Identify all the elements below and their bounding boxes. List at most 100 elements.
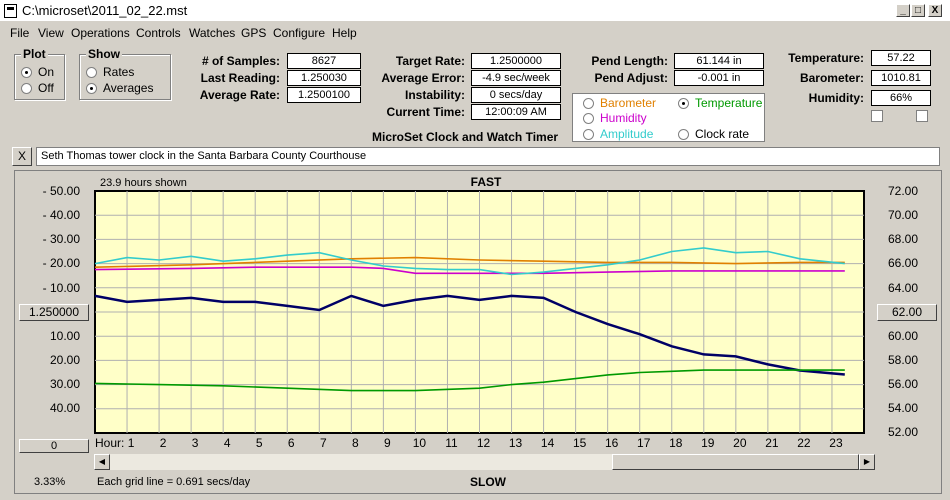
x-tick-label: 14 bbox=[541, 436, 555, 450]
window-title: C:\microset\2011_02_22.mst bbox=[22, 3, 188, 18]
left-tick-label: - 20.00 bbox=[43, 256, 81, 270]
x-tick-label: 3 bbox=[192, 436, 199, 450]
menu-file[interactable]: File bbox=[10, 26, 30, 40]
right-tick-label: 70.00 bbox=[888, 208, 918, 222]
series-barometer-radio[interactable]: Barometer bbox=[583, 96, 656, 110]
notes-input[interactable]: Seth Thomas tower clock in the Santa Bar… bbox=[36, 147, 940, 166]
left-tick-label: - 10.00 bbox=[43, 281, 81, 295]
series-temperature-label: Temperature bbox=[695, 96, 763, 110]
scroll-thumb[interactable] bbox=[612, 454, 859, 470]
series-temperature-radio[interactable]: Temperature bbox=[678, 96, 762, 110]
x-tick-label: 9 bbox=[384, 436, 391, 450]
plot-on-radio[interactable]: On bbox=[21, 65, 54, 79]
app-caption: MicroSet Clock and Watch Timer bbox=[372, 130, 559, 144]
plot-on-label: On bbox=[38, 65, 55, 79]
center-right-button[interactable]: 62.00 bbox=[877, 304, 937, 321]
pend-length-value: 61.144 in bbox=[674, 53, 764, 69]
slow-label: SLOW bbox=[470, 475, 506, 489]
right-tick-label: 54.00 bbox=[888, 401, 918, 415]
target-rate-label: Target Rate: bbox=[395, 54, 465, 68]
clear-notes-button[interactable]: X bbox=[12, 147, 32, 166]
x-tick-label: 4 bbox=[224, 436, 231, 450]
left-tick-label: - 30.00 bbox=[43, 232, 81, 246]
humidity-series-line bbox=[94, 266, 845, 275]
right-tick-label: 72.00 bbox=[888, 184, 918, 198]
x-tick-label: 11 bbox=[445, 436, 458, 450]
radio-off-icon bbox=[583, 97, 594, 109]
menu-view[interactable]: View bbox=[38, 26, 64, 40]
samples-value: 8627 bbox=[287, 53, 361, 69]
minimize-button[interactable]: _ bbox=[896, 4, 910, 17]
instability-value: 0 secs/day bbox=[471, 87, 561, 103]
barometer-label: Barometer: bbox=[799, 71, 864, 85]
right-tick-label: 68.00 bbox=[888, 232, 918, 246]
series-amplitude-radio[interactable]: Amplitude bbox=[583, 127, 653, 141]
plot-caption: Plot bbox=[21, 47, 48, 61]
left-tick-label: 40.00 bbox=[50, 401, 80, 415]
right-tick-label: 66.00 bbox=[888, 256, 918, 270]
app-icon bbox=[4, 4, 17, 18]
x-tick-label: 21 bbox=[765, 436, 779, 450]
left-tick-label: 10.00 bbox=[50, 329, 80, 343]
menu-controls[interactable]: Controls bbox=[136, 26, 181, 40]
series-clockrate-radio[interactable]: Clock rate bbox=[678, 127, 749, 141]
average-rate-label: Average Rate: bbox=[199, 88, 280, 102]
left-tick-label: 20.00 bbox=[50, 353, 80, 367]
time-scrollbar[interactable]: ◀ ▶ bbox=[94, 454, 875, 470]
center-left-button[interactable]: 1.250000 bbox=[19, 304, 89, 321]
x-tick-label: 12 bbox=[477, 436, 491, 450]
menu-bar: File View Operations Controls Watches GP… bbox=[0, 22, 950, 42]
series-amplitude-label: Amplitude bbox=[600, 127, 654, 141]
temperature-label: Temperature: bbox=[788, 51, 864, 65]
show-rates-radio[interactable]: Rates bbox=[86, 65, 134, 79]
temperature-series-line bbox=[94, 369, 845, 392]
radio-off-icon bbox=[583, 112, 594, 124]
close-button[interactable]: X bbox=[928, 4, 942, 17]
x-axis-labels: 1 2 3 4 5 6 7 8 9 10 11 12 13 14 15 16 17 18 19 20 21 22 23 bbox=[128, 436, 843, 450]
x-tick-label: 7 bbox=[320, 436, 327, 450]
grid-lines bbox=[95, 191, 864, 433]
series-humidity-label: Humidity bbox=[600, 111, 647, 125]
zoom-level: 3.33% bbox=[34, 476, 66, 488]
radio-off-icon bbox=[86, 66, 97, 78]
menu-configure[interactable]: Configure bbox=[273, 26, 326, 40]
show-group: Show Rates Averages bbox=[79, 47, 171, 100]
pend-adjust-label: Pend Adjust: bbox=[594, 71, 668, 85]
average-error-label: Average Error: bbox=[381, 71, 465, 85]
show-averages-radio[interactable]: Averages bbox=[86, 81, 153, 95]
instability-label: Instability: bbox=[404, 88, 465, 102]
env-checkbox-left[interactable] bbox=[871, 110, 883, 122]
show-averages-label: Averages bbox=[103, 81, 154, 95]
radio-on-icon bbox=[678, 97, 689, 109]
x-axis-title: Hour: bbox=[95, 436, 124, 450]
zero-button[interactable]: 0 bbox=[19, 439, 89, 453]
last-reading-label: Last Reading: bbox=[200, 71, 280, 85]
series-humidity-radio[interactable]: Humidity bbox=[583, 111, 647, 125]
series-clockrate-label: Clock rate bbox=[695, 127, 750, 141]
show-caption: Show bbox=[86, 47, 122, 61]
average-rate-value: 1.2500100 bbox=[287, 87, 361, 103]
env-checkbox-right[interactable] bbox=[916, 110, 928, 122]
x-tick-label: 18 bbox=[669, 436, 683, 450]
x-tick-label: 2 bbox=[160, 436, 167, 450]
title-bar: C:\microset\2011_02_22.mst _ □ X bbox=[0, 0, 950, 22]
plot-off-radio[interactable]: Off bbox=[21, 81, 54, 95]
series-selector: Barometer Temperature Humidity Amplitude… bbox=[572, 93, 765, 142]
series-barometer-label: Barometer bbox=[600, 96, 657, 110]
menu-help[interactable]: Help bbox=[332, 26, 357, 40]
plot-group: Plot On Off bbox=[14, 47, 65, 100]
x-tick-label: 23 bbox=[829, 436, 843, 450]
menu-watches[interactable]: Watches bbox=[189, 26, 236, 40]
menu-gps[interactable]: GPS bbox=[241, 26, 267, 40]
x-tick-label: 17 bbox=[637, 436, 651, 450]
left-axis-labels: - 50.00 - 40.00 - 30.00 - 20.00 - 10.00 10.00… bbox=[43, 184, 81, 415]
scroll-left-arrow-icon[interactable]: ◀ bbox=[94, 454, 110, 470]
plot-off-label: Off bbox=[38, 81, 54, 95]
scroll-right-arrow-icon[interactable]: ▶ bbox=[859, 454, 875, 470]
left-tick-label: - 50.00 bbox=[43, 184, 81, 198]
maximize-button[interactable]: □ bbox=[911, 4, 925, 17]
right-axis-labels: 72.00 70.00 68.00 66.00 64.00 60.00 58.00 56.00… bbox=[888, 184, 918, 439]
show-rates-label: Rates bbox=[103, 65, 135, 79]
menu-operations[interactable]: Operations bbox=[71, 26, 130, 40]
